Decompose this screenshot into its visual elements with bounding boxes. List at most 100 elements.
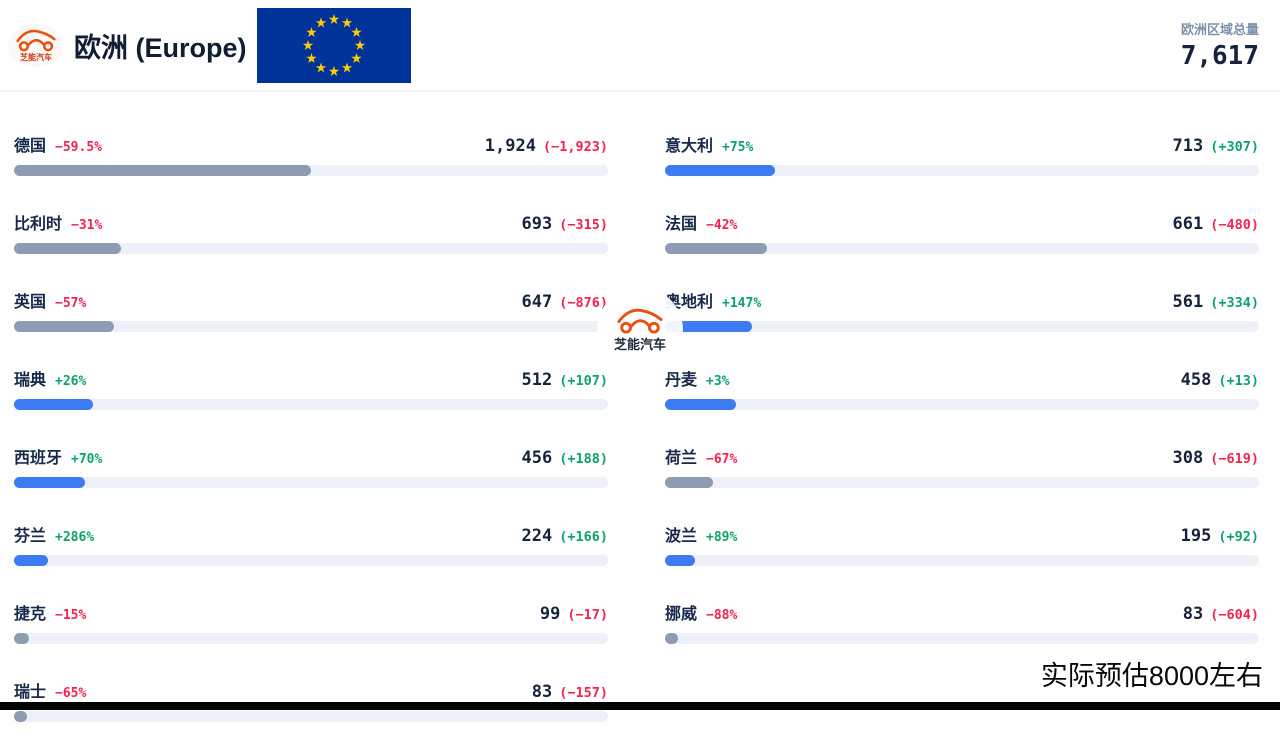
column-left: 德国 −59.5% 1,924 (−1,923) 比利时 −31% 693 (−… [14,132,608,756]
country-name: 荷兰 [665,450,698,467]
bar-fill [665,555,696,566]
region-total-label: 欧洲区域总量 [1180,22,1259,37]
country-row-labels: 意大利 +75% 713 (+307) [665,132,1259,156]
pct-change: −59.5% [55,140,102,155]
header: 芝能汽车 欧洲 (Europe) 欧洲区域总量 7,617 [0,0,1280,92]
country-row: 瑞典 +26% 512 (+107) [14,366,608,410]
country-name: 捷克 [14,606,47,623]
country-value: 195 [1180,526,1212,546]
value-delta: (−315) [559,217,608,233]
country-name: 意大利 [665,138,714,155]
bar-track [665,321,1259,332]
country-row: 意大利 +75% 713 (+307) [665,132,1259,176]
bar-fill [665,165,775,176]
bar-fill [14,399,93,410]
pct-change: +75% [722,140,754,155]
bar-track [665,555,1259,566]
country-row: 西班牙 +70% 456 (+188) [14,444,608,488]
country-value: 1,924 [484,136,536,156]
bar-fill [665,399,736,410]
country-value: 693 [521,214,553,234]
bar-track [14,633,608,644]
country-row-labels: 捷克 −15% 99 (−17) [14,600,608,624]
value-delta: (−619) [1210,451,1259,467]
pct-change: +3% [706,374,730,389]
country-row-labels: 德国 −59.5% 1,924 (−1,923) [14,132,608,156]
country-row-labels: 挪威 −88% 83 (−604) [665,600,1259,624]
value-delta: (+92) [1218,529,1259,545]
country-value: 458 [1180,370,1212,390]
country-row-labels: 丹麦 +3% 458 (+13) [665,366,1259,390]
column-right: 意大利 +75% 713 (+307) 法国 −42% 661 (−480) 奥… [665,132,1259,756]
country-row: 荷兰 −67% 308 (−619) [665,444,1259,488]
country-value: 661 [1172,214,1204,234]
bar-fill [14,243,121,254]
bar-fill [14,711,28,722]
country-name: 比利时 [14,216,63,233]
pct-change: −57% [55,296,87,311]
pct-change: −67% [706,452,738,467]
bar-track [665,243,1259,254]
car-logo-icon [16,29,56,51]
country-name: 挪威 [665,606,698,623]
bar-fill [665,243,768,254]
value-delta: (−17) [567,607,608,623]
bar-track [665,399,1259,410]
bottom-black-bar [0,702,1280,710]
value-delta: (+107) [559,373,608,389]
country-row-labels: 瑞士 −65% 83 (−157) [14,678,608,702]
value-delta: (+188) [559,451,608,467]
country-name: 瑞士 [14,684,47,701]
country-row: 捷克 −15% 99 (−17) [14,600,608,644]
country-name: 芬兰 [14,528,47,545]
country-row: 波兰 +89% 195 (+92) [665,522,1259,566]
country-value: 308 [1172,448,1204,468]
region-total: 欧洲区域总量 7,617 [1181,19,1259,71]
country-row-labels: 比利时 −31% 693 (−315) [14,210,608,234]
country-name: 德国 [14,138,47,155]
value-delta: (+13) [1218,373,1259,389]
pct-change: −31% [71,218,103,233]
region-total-value: 7,617 [1180,41,1259,71]
country-row: 比利时 −31% 693 (−315) [14,210,608,254]
country-name: 丹麦 [665,372,698,389]
country-row-labels: 西班牙 +70% 456 (+188) [14,444,608,468]
brand-logo-text: 芝能汽车 [20,52,52,62]
pct-change: +147% [722,296,762,311]
watermark-text: 芝能汽车 [613,337,666,352]
watermark-logo: 芝能汽车 [597,287,683,373]
country-name: 奥地利 [665,294,714,311]
country-value: 456 [521,448,553,468]
bar-track [14,399,608,410]
bar-track [665,633,1259,644]
country-row-labels: 法国 −42% 661 (−480) [665,210,1259,234]
country-name: 瑞典 [14,372,47,389]
country-value: 99 [539,604,561,624]
value-delta: (+307) [1210,139,1259,155]
brand-logo: 芝能汽车 [8,23,64,67]
country-name: 英国 [14,294,47,311]
country-value: 647 [521,292,553,312]
country-row-labels: 荷兰 −67% 308 (−619) [665,444,1259,468]
eu-flag-icon [256,7,411,83]
bar-track [14,711,608,722]
bar-fill [665,633,679,644]
country-value: 83 [531,682,553,702]
country-row: 丹麦 +3% 458 (+13) [665,366,1259,410]
country-row-labels: 瑞典 +26% 512 (+107) [14,366,608,390]
bar-track [665,477,1259,488]
bar-track [14,321,608,332]
bar-fill [665,477,713,488]
country-row: 芬兰 +286% 224 (+166) [14,522,608,566]
value-delta: (−1,923) [542,139,608,155]
footer-note: 实际预估8000左右 [1040,661,1263,691]
pct-change: +70% [71,452,103,467]
bar-fill [14,555,49,566]
country-name: 波兰 [665,528,698,545]
country-row: 法国 −42% 661 (−480) [665,210,1259,254]
value-delta: (+166) [559,529,608,545]
value-delta: (−876) [559,295,608,311]
country-row-labels: 芬兰 +286% 224 (+166) [14,522,608,546]
car-logo-icon [617,308,663,334]
bar-fill [14,477,85,488]
